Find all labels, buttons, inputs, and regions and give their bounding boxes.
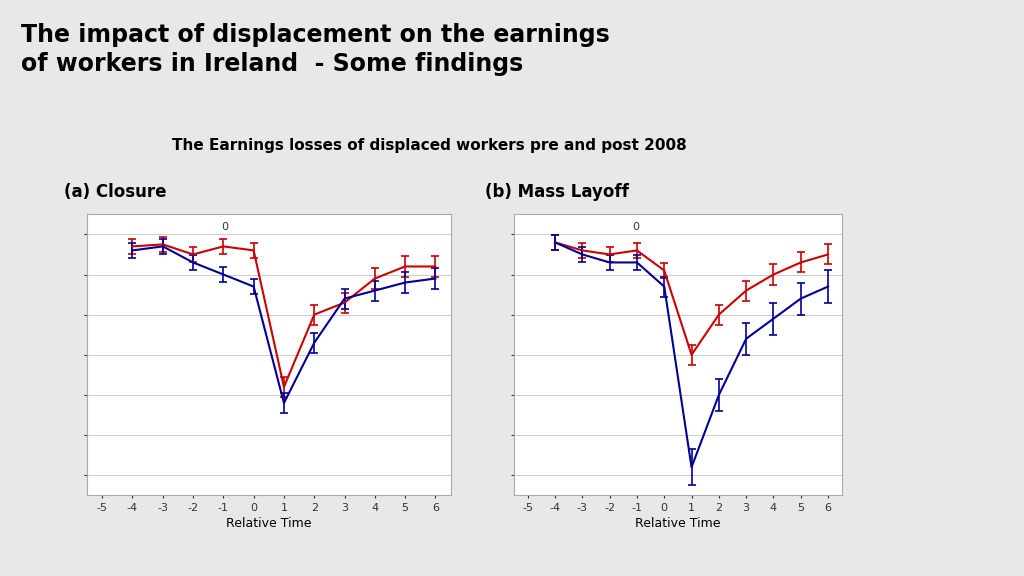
X-axis label: Relative Time: Relative Time — [226, 517, 311, 530]
Text: (b) Mass Layoff: (b) Mass Layoff — [484, 183, 629, 201]
Text: 0: 0 — [221, 222, 228, 232]
Text: 0: 0 — [632, 222, 639, 232]
Text: The impact of displacement on the earnings
of workers in Ireland  - Some finding: The impact of displacement on the earnin… — [22, 22, 610, 77]
X-axis label: Relative Time: Relative Time — [635, 517, 721, 530]
Text: (a) Closure: (a) Closure — [65, 183, 167, 201]
Text: The Earnings losses of displaced workers pre and post 2008: The Earnings losses of displaced workers… — [172, 138, 686, 153]
